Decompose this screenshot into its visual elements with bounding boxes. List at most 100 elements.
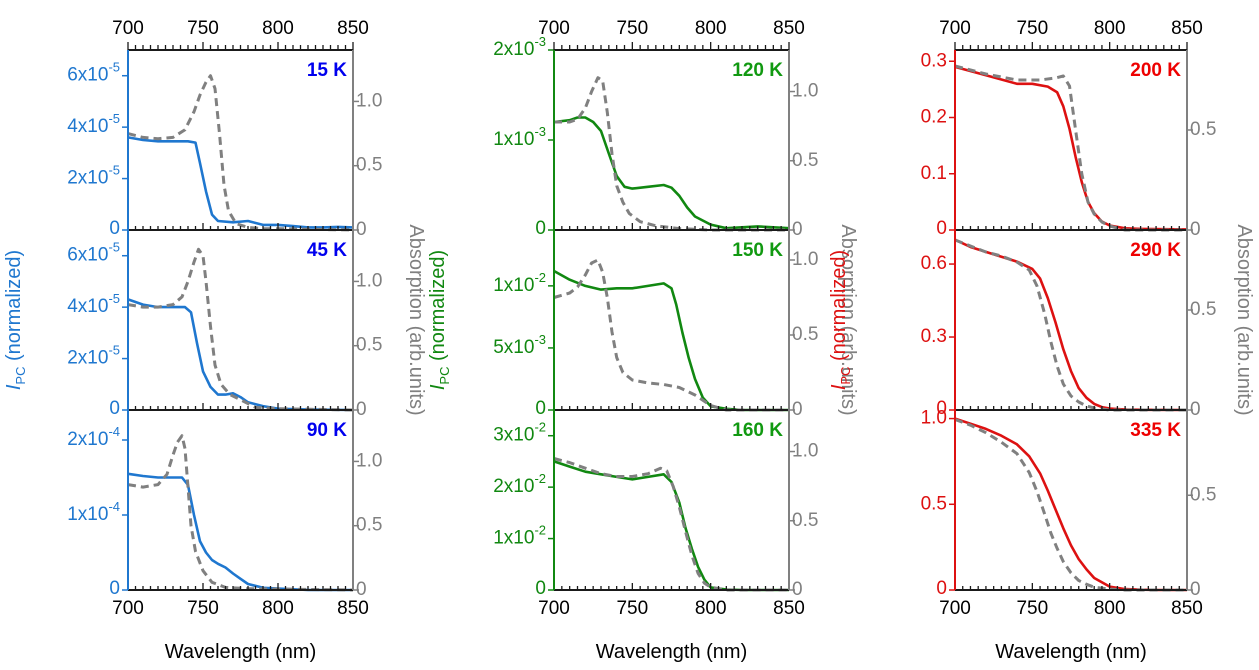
y-tick-label: 0.5 [921,493,947,514]
temperature-label: 160 K [732,420,783,441]
photocurrent-line [127,136,354,229]
top-x-tick-label: 750 [616,18,648,39]
photocurrent-line [127,298,354,412]
abs-tick-label: 1.0 [356,90,382,111]
temperature-label: 150 K [732,240,783,261]
panel-15k: 0 2x10-5 4x10-5 6x10-5 0 0.5 1.0 15 K [67,60,382,240]
abs-tick-label: 0 [356,219,367,240]
absorption-line [127,434,354,592]
abs-tick-label: 0 [1190,579,1201,600]
y-axis-title: IPC (normalized) [427,250,452,390]
top-x-tick-label: 700 [112,18,144,39]
photocurrent-line [954,417,1187,592]
y-tick-label: 1x10-3 [493,124,546,150]
abs-tick-label: 0.5 [1190,299,1216,320]
absorption-line [554,76,789,232]
absorption-line [954,64,1187,232]
abs-tick-label: 0 [1190,399,1201,420]
y-tick-label: 2x10-4 [67,424,120,450]
absorption-line [954,238,1187,412]
abs-tick-label: 1.0 [356,450,382,471]
photocurrent-line [127,472,353,592]
y-tick-label: 0.3 [921,50,947,71]
temperature-label: 290 K [1130,240,1181,261]
photocurrent-line [553,269,789,412]
x-axis-title: Wavelength (nm) [596,641,748,663]
panel-45k: 0 2x10-5 4x10-5 6x10-5 0 0.5 1.0 45 K [67,240,382,420]
abs-tick-label: 0.5 [792,150,818,171]
abs-tick-label: 0.5 [1190,484,1216,505]
x-tick-label: 750 [187,598,219,619]
top-x-tick-label: 800 [262,18,294,39]
temperature-label: 335 K [1130,420,1181,441]
top-x-tick-label: 850 [337,18,369,39]
x-tick-label: 750 [1016,598,1048,619]
abs-tick-label: 1.0 [792,249,818,270]
absorption-line [553,258,789,412]
abs-tick-label: 1.0 [356,270,382,291]
abs-tick-label: 0 [356,579,367,600]
panel-290k: 0 0.3 0.6 0 0.5 290 K [921,238,1216,420]
top-x-tick-label: 750 [187,18,219,39]
x-tick-label: 700 [538,598,570,619]
top-x-tick-label: 800 [1094,18,1126,39]
y-tick-label: 5x10-3 [493,332,546,358]
x-tick-label: 800 [262,598,294,619]
y-tick-label: 0.1 [921,163,947,184]
panel-90k: 0 1x10-4 2x10-4 0 0.5 1.0 90 K [67,420,382,600]
x-axis-title: Wavelength (nm) [165,641,317,663]
temperature-label: 45 K [307,240,347,261]
panel-335k: 0 0.5 1.0 0 0.5 335 K [921,408,1217,600]
top-x-tick-label: 850 [773,18,805,39]
y-axis-title: IPC (normalized) [828,250,853,390]
absorption-axis-title: Absorption (arb.units) [405,224,427,415]
y-tick-label: 1.0 [921,408,947,429]
y-tick-label: 1x10-2 [493,523,546,549]
y-tick-label: 0 [535,218,546,239]
x-tick-label: 700 [939,598,971,619]
abs-tick-label: 1.0 [792,441,818,462]
temperature-label: 200 K [1130,60,1181,81]
top-x-tick-label: 750 [1016,18,1048,39]
abs-tick-label: 0.5 [356,515,382,536]
y-tick-label: 0 [535,398,546,419]
y-tick-label: 6x10-5 [67,60,120,86]
abs-tick-label: 0 [792,219,803,240]
photocurrent-line [553,116,790,230]
abs-tick-label: 0 [792,399,803,420]
abs-tick-label: 1.0 [792,81,818,102]
chart-column-3: 0 0.1 0.2 0.3 0 0.5 200 K 0 0.3 0.6 0 0.5 290 K 0 0.5 1… [828,18,1255,663]
x-tick-label: 850 [773,598,805,619]
absorption-axis-title: Absorption (arb.units) [1233,224,1255,415]
panel-120k: 0 1x10-3 2x10-3 0 0.5 1.0 120 K [493,34,818,240]
y-tick-label: 0.2 [921,107,947,128]
x-tick-label: 800 [1094,598,1126,619]
top-x-tick-label: 700 [538,18,570,39]
x-tick-label: 750 [616,598,648,619]
y-tick-label: 0 [109,578,120,599]
y-tick-label: 4x10-5 [67,292,120,318]
y-tick-label: 3x10-2 [493,420,546,446]
abs-tick-label: 0.5 [1190,119,1216,140]
abs-tick-label: 0.5 [356,155,382,176]
top-x-tick-label: 850 [1171,18,1203,39]
y-tick-label: 0 [535,578,546,599]
y-tick-label: 4x10-5 [67,112,120,138]
abs-tick-label: 0.5 [792,324,818,345]
y-tick-label: 2x10-3 [493,34,546,60]
y-tick-label: 6x10-5 [67,240,120,266]
abs-tick-label: 0 [356,399,367,420]
y-tick-label: 2x10-2 [493,472,546,498]
panel-200k: 0 0.1 0.2 0.3 0 0.5 200 K [921,50,1217,240]
panel-160k: 0 1x10-2 2x10-2 3x10-2 0 0.5 1.0 160 K [493,420,818,600]
y-tick-label: 0 [936,398,947,419]
y-axis-title: IPC (normalized) [3,250,28,390]
x-tick-label: 850 [1171,598,1203,619]
abs-tick-label: 0 [1190,219,1201,240]
y-tick-label: 1x10-2 [493,270,546,296]
absorption-line [553,457,789,592]
temperature-label: 120 K [732,60,783,81]
y-tick-label: 0 [109,398,120,419]
